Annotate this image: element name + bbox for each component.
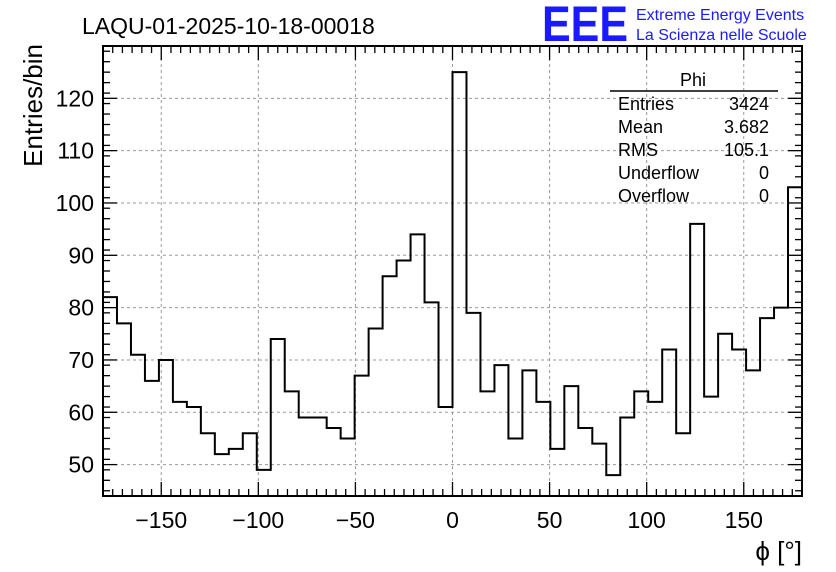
y-tick-label: 80 xyxy=(68,295,94,321)
axis-ticks xyxy=(103,46,802,496)
stats-title: Phi xyxy=(680,70,706,90)
stats-label: Entries xyxy=(618,94,674,114)
y-tick-label: 120 xyxy=(56,85,94,111)
stats-label: Mean xyxy=(618,117,663,137)
x-tick-label: 150 xyxy=(725,507,763,533)
y-tick-label: 70 xyxy=(68,347,94,373)
eee-logo: EEE Extreme Energy Events La Scienza nel… xyxy=(542,0,807,52)
stats-label: RMS xyxy=(618,140,658,160)
histogram-line xyxy=(103,71,802,477)
chart-title: LAQU-01-2025-10-18-00018 xyxy=(82,13,375,39)
x-tick-label: 50 xyxy=(537,507,563,533)
x-tick-labels: −150 −100 −50 0 50 100 150 xyxy=(135,507,763,533)
y-axis-title: Entries/bin xyxy=(18,44,48,167)
stats-value: 105.1 xyxy=(724,140,769,160)
logo-line-1: Extreme Energy Events xyxy=(636,7,804,24)
y-tick-label: 50 xyxy=(68,452,94,478)
stats-value: 0 xyxy=(759,163,769,183)
y-tick-label: 110 xyxy=(57,138,94,164)
x-tick-label: −50 xyxy=(336,507,375,533)
x-tick-label: −150 xyxy=(135,507,187,533)
y-tick-labels: 50 60 70 80 90 100 110 120 xyxy=(56,85,94,477)
stats-value: 3.682 xyxy=(724,117,769,137)
stats-value: 3424 xyxy=(729,94,769,114)
x-tick-label: −100 xyxy=(232,507,284,533)
stats-rows: Entries 3424 Mean 3.682 RMS 105.1 Underflow 0 Ov… xyxy=(618,94,769,206)
stats-value: 0 xyxy=(759,186,769,206)
stats-label: Overflow xyxy=(618,186,690,206)
x-tick-label: 100 xyxy=(627,507,665,533)
stats-box: Phi Entries 3424 Mean 3.682 RMS 105.1 Underflo… xyxy=(610,70,778,206)
y-tick-label: 90 xyxy=(68,242,94,268)
x-tick-label: 0 xyxy=(446,507,459,533)
x-axis-title: ϕ [°] xyxy=(755,536,802,566)
y-tick-label: 100 xyxy=(56,190,94,216)
stats-label: Underflow xyxy=(618,163,700,183)
logo-line-2: La Scienza nelle Scuole xyxy=(636,27,807,44)
logo-text: EEE xyxy=(542,0,628,52)
y-tick-label: 60 xyxy=(68,399,94,425)
